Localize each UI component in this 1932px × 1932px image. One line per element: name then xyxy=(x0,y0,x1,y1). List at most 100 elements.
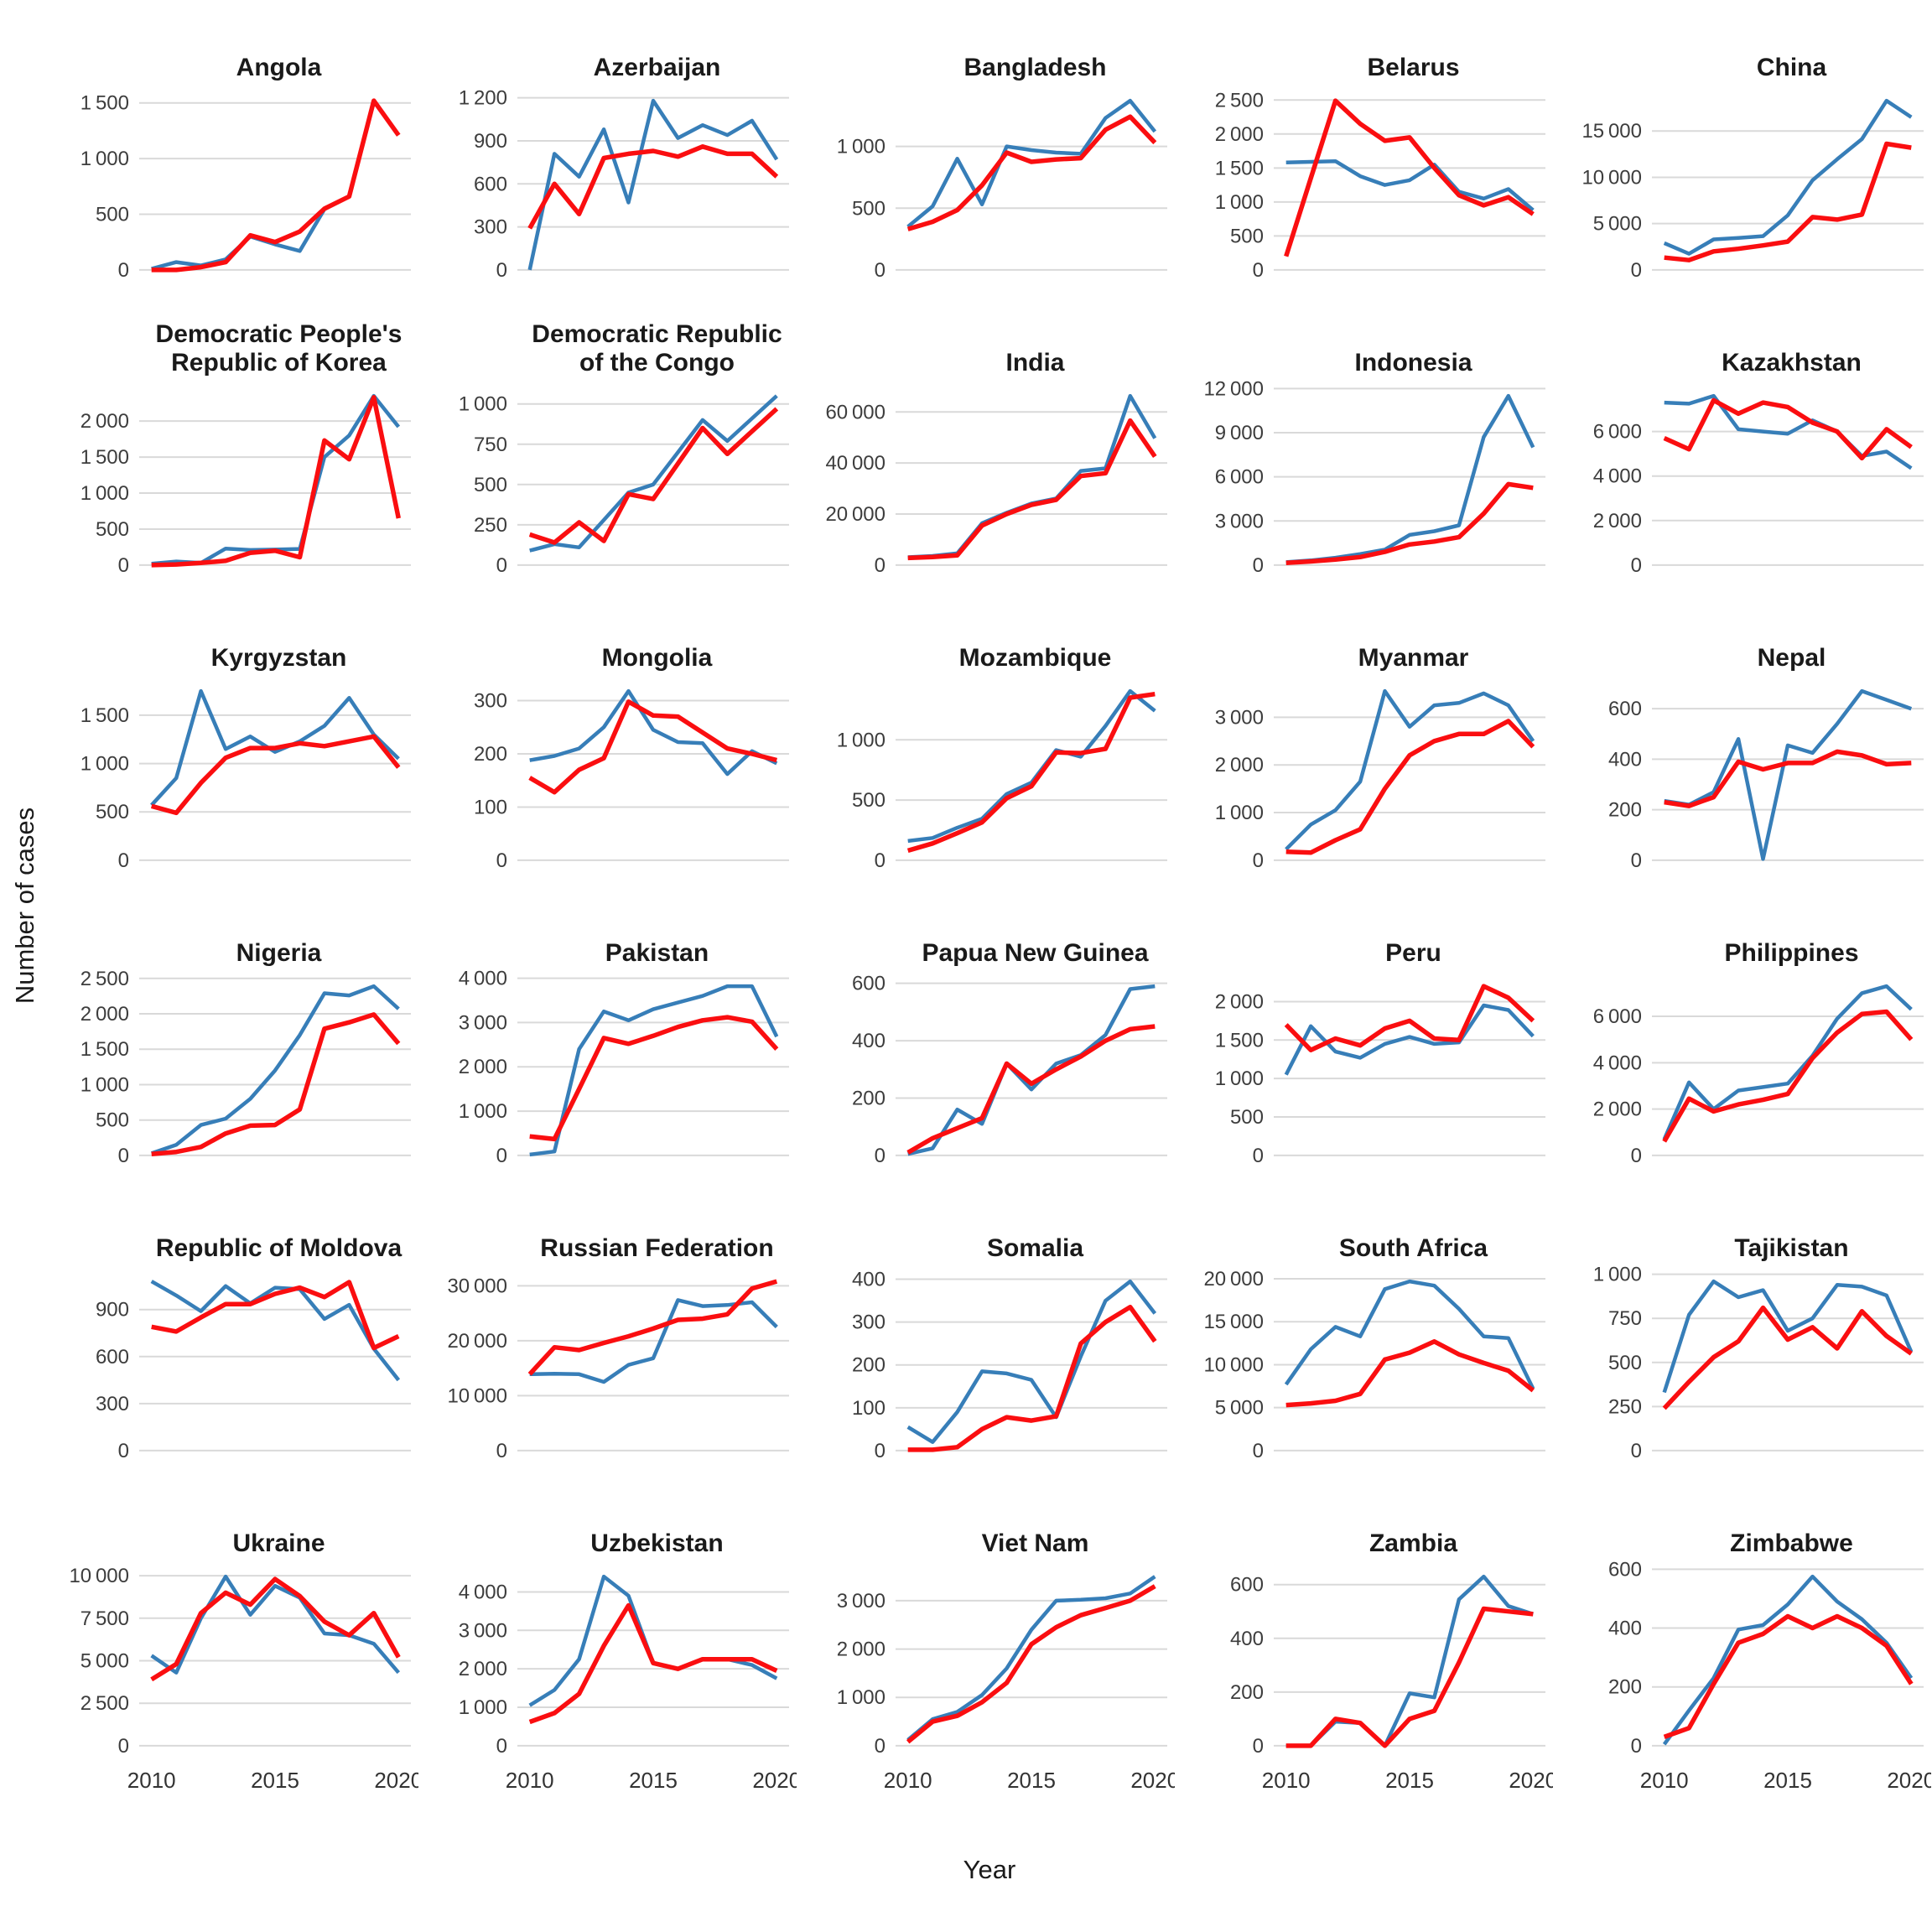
series-blue-line xyxy=(527,98,779,271)
y-tick-label: 0 xyxy=(1253,1735,1264,1758)
facet-chart: 0 500 1 000 1 500 2 000 xyxy=(1215,984,1545,1167)
facet-title: Bangladesh xyxy=(963,54,1107,81)
facet-title: Democratic People's Republic of Korea xyxy=(155,320,402,377)
facet-title: Angola xyxy=(236,54,322,81)
y-tick-label: 15 000 xyxy=(1581,120,1642,143)
facet-chart: 0 500 1 000 xyxy=(837,688,1167,872)
x-tick-label: 2020 xyxy=(374,1768,418,1793)
y-tick-label: 300 xyxy=(474,216,507,239)
y-tick-label: 0 xyxy=(875,1735,886,1758)
x-axis-title: Year xyxy=(963,1855,1016,1884)
y-tick-label: 4 000 xyxy=(459,969,507,990)
series-red-line xyxy=(1664,141,1912,262)
y-tick-label: 0 xyxy=(1631,554,1642,577)
y-tick-label: 0 xyxy=(875,1145,886,1167)
y-tick-label: 400 xyxy=(852,1030,886,1052)
series-blue-line xyxy=(1285,158,1535,212)
y-tick-label: 500 xyxy=(96,801,129,823)
y-tick-label: 600 xyxy=(474,173,507,195)
y-tick-label: 750 xyxy=(1608,1307,1642,1330)
facet-somalia: Somalia 0 100 200 300 400 xyxy=(797,1202,1175,1498)
y-tick-label: 1 200 xyxy=(459,87,507,110)
y-tick-label: 2 000 xyxy=(80,1003,129,1026)
series-blue-line xyxy=(529,394,778,553)
facet-title: Russian Federation xyxy=(540,1234,774,1262)
series-blue-line xyxy=(1662,1279,1914,1394)
facet-chart: 0 20 000 40 000 60 000 xyxy=(825,393,1167,577)
facet-zimbabwe: Zimbabwe 0 200 400 600 2010 2015 2020 xyxy=(1553,1498,1931,1826)
y-tick-label: 1 000 xyxy=(837,1686,886,1709)
series-red-line xyxy=(151,1012,401,1156)
y-tick-label: 200 xyxy=(1608,1676,1642,1699)
facet-chart: 0 500 1 000 1 500 2 000 xyxy=(80,393,411,577)
y-tick-label: 600 xyxy=(1230,1574,1264,1597)
x-tick-label: 2010 xyxy=(1262,1768,1311,1793)
x-tick-label: 2010 xyxy=(884,1768,932,1793)
facet-chart: 0 1 000 2 000 3 000 xyxy=(1215,688,1545,872)
facet-title: Tajikistan xyxy=(1734,1234,1849,1262)
y-tick-label: 9 000 xyxy=(1215,422,1264,444)
y-tick-label: 0 xyxy=(1253,849,1264,872)
y-tick-label: 2 500 xyxy=(80,1692,129,1715)
y-tick-label: 20 000 xyxy=(447,1330,507,1353)
y-tick-label: 600 xyxy=(1608,698,1642,720)
y-tick-label: 900 xyxy=(474,130,507,153)
facet-title: Viet Nam xyxy=(981,1530,1089,1557)
y-tick-label: 100 xyxy=(474,796,507,818)
series-blue-line xyxy=(150,984,400,1156)
y-tick-label: 0 xyxy=(1631,849,1642,872)
series-blue-line xyxy=(150,688,400,807)
y-tick-label: 4 000 xyxy=(459,1581,507,1603)
facet-title: Nigeria xyxy=(236,939,322,967)
facet-chart: 0 500 1 000 1 500 2 000 2 500 xyxy=(1215,89,1545,282)
series-blue-line xyxy=(1663,98,1913,256)
series-red-line xyxy=(528,407,779,545)
facet-philippines: Philippines 0 2 000 4 000 6 000 xyxy=(1553,907,1931,1202)
series-blue-line xyxy=(1664,393,1913,470)
y-tick-label: 0 xyxy=(1631,1145,1642,1167)
y-tick-label: 0 xyxy=(118,259,129,282)
y-tick-label: 1 000 xyxy=(837,136,886,158)
y-tick-label: 0 xyxy=(496,1145,507,1167)
facet-title: Zimbabwe xyxy=(1730,1530,1853,1557)
series-red-line xyxy=(151,1280,400,1351)
facet-title: Zambia xyxy=(1368,1530,1458,1557)
facet-title: Uzbekistan xyxy=(590,1530,724,1557)
facet-papua-new-guinea: Papua New Guinea 0 200 400 600 xyxy=(797,907,1175,1202)
facet-chart: 0 5 000 10 000 15 000 xyxy=(1581,98,1924,282)
facet-democratic-people-s-republic-of-korea: Democratic People's Republic of Korea 0 50… xyxy=(40,317,418,612)
facet-title: Kyrgyzstan xyxy=(210,644,347,672)
y-tick-label: 2 000 xyxy=(80,410,129,433)
facet-chart: 0 200 400 600 xyxy=(1608,688,1924,872)
facet-title: Republic of Moldova xyxy=(155,1234,402,1262)
series-red-line xyxy=(1284,984,1535,1052)
series-blue-line xyxy=(1662,1574,1914,1746)
facet-chart: 0 200 400 600 2010 2015 2020 xyxy=(1230,1574,1553,1793)
y-tick-label: 0 xyxy=(1253,554,1264,577)
y-tick-label: 4 000 xyxy=(1593,465,1642,488)
x-tick-label: 2010 xyxy=(506,1768,554,1793)
y-tick-label: 2 000 xyxy=(837,1639,886,1661)
facet-chart: 0 2 500 5 000 7 500 10 000 2010 2015 2020 xyxy=(69,1565,418,1793)
facet-kazakhstan: Kazakhstan 0 2 000 4 000 6 000 xyxy=(1553,317,1931,612)
series-red-line xyxy=(529,1015,779,1142)
series-blue-line xyxy=(1664,688,1913,861)
y-tick-label: 1 000 xyxy=(1215,802,1264,824)
facet-mongolia: Mongolia 0 100 200 300 xyxy=(418,612,797,907)
y-tick-label: 2 500 xyxy=(1215,89,1264,112)
y-tick-label: 6 000 xyxy=(1215,466,1264,489)
facet-title: Indonesia xyxy=(1354,349,1472,377)
y-tick-label: 0 xyxy=(1631,259,1642,282)
facet-title: Nepal xyxy=(1757,644,1826,672)
facet-chart: 0 100 200 300 xyxy=(474,688,789,872)
facet-title: Somalia xyxy=(986,1234,1084,1262)
facet-chart: 0 3 000 6 000 9 000 12 000 xyxy=(1203,379,1545,577)
facet-title: Mongolia xyxy=(601,644,713,672)
y-tick-label: 2 000 xyxy=(1215,123,1264,146)
series-blue-line xyxy=(529,688,778,776)
facet-title: India xyxy=(1005,349,1065,377)
x-tick-label: 2010 xyxy=(1640,1768,1689,1793)
facet-republic-of-moldova: Republic of Moldova 0 300 600 900 xyxy=(40,1202,418,1498)
facet-russian-federation: Russian Federation 0 10 000 20 000 30 000 xyxy=(418,1202,797,1498)
y-tick-label: 900 xyxy=(96,1299,129,1322)
